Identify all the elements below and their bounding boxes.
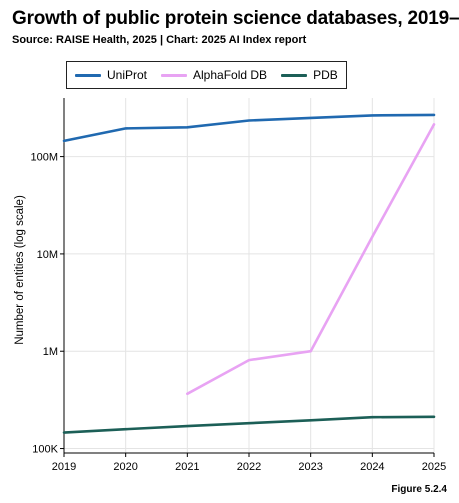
legend-swatch-pdb	[281, 73, 308, 77]
legend-label-alphafold: AlphaFold DB	[193, 68, 268, 82]
series-line-pdb	[62, 415, 436, 434]
legend-item-alphafold: AlphaFold DB	[161, 68, 267, 82]
legend-label-pdb: PDB	[313, 68, 338, 82]
figure-label: Figure 5.2.4	[391, 484, 447, 495]
x-tick-label: 2020	[113, 461, 137, 473]
x-tick-label: 2021	[175, 461, 199, 473]
legend-item-pdb: PDB	[281, 68, 338, 82]
y-tick-label: 100M	[30, 152, 58, 164]
legend-item-uniprot: UniProt	[75, 68, 147, 82]
y-axis-label: Number of entities (log scale)	[14, 195, 26, 345]
chart-title: Growth of public protein science databas…	[12, 8, 459, 29]
axes	[60, 98, 435, 457]
x-tick-label: 2024	[360, 461, 384, 473]
x-tick-label: 2023	[298, 461, 322, 473]
y-tick-label: 10M	[37, 249, 58, 261]
legend-swatch-alphafold	[161, 73, 188, 77]
tick-labels: 2019 2020 2021 2022 2023 2024 2025 100K 1M 10M 100…	[30, 152, 446, 473]
series-line-uniprot	[62, 113, 436, 143]
x-tick-label: 2019	[52, 461, 76, 473]
chart-subtitle: Source: RAISE Health, 2025 | Chart: 2025…	[12, 34, 307, 46]
legend-label-uniprot: UniProt	[107, 68, 148, 82]
grid-lines	[63, 98, 435, 453]
x-tick-label: 2025	[422, 461, 446, 473]
series-line-alphafold-db	[186, 123, 436, 396]
legend-swatch-uniprot	[75, 73, 101, 77]
series-lines	[62, 113, 436, 434]
legend: UniProt AlphaFold DB PDB	[66, 61, 347, 89]
y-tick-label: 1M	[43, 346, 58, 358]
x-tick-label: 2022	[237, 461, 261, 473]
y-tick-label: 100K	[32, 444, 58, 456]
